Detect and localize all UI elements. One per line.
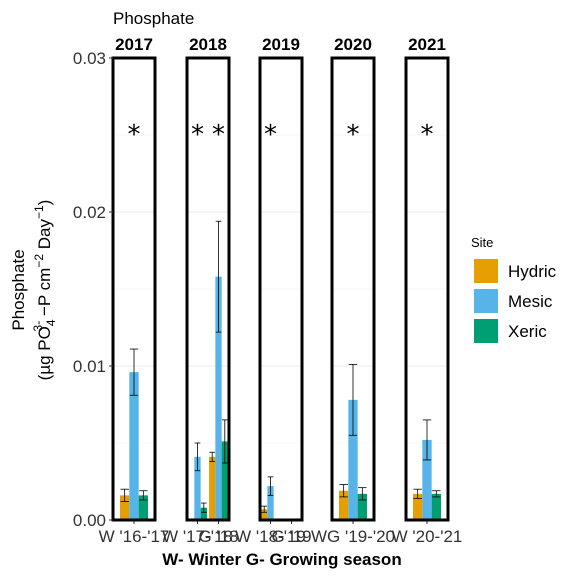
facet-label: 2018 [189, 35, 227, 54]
facet-label: 2020 [334, 35, 372, 54]
bar-mesic [422, 439, 432, 520]
y-tick-label: 0.02 [73, 203, 106, 222]
panel-border [258, 56, 304, 522]
y-tick-label: 0.03 [73, 49, 106, 68]
significance-marker: * [212, 120, 225, 150]
significance-marker: * [421, 120, 434, 150]
x-tick-label: W '16-'17 [99, 527, 170, 546]
legend-swatch-hydric [474, 259, 498, 283]
bar-xeric [138, 495, 148, 520]
bar-xeric [431, 493, 441, 520]
panel-border [404, 56, 450, 522]
x-tick-label: G '18 [198, 527, 238, 546]
ylabel-part-5: Day [35, 219, 54, 254]
ylabel-part-1: 4 [44, 319, 58, 326]
facet-panel-2020: 2020 WG '19-'20 * [311, 35, 395, 546]
legend-swatch-xeric [474, 319, 498, 343]
ylabel-part-4: −2 [32, 254, 46, 268]
legend-title: Site [471, 235, 493, 250]
facet-panel-2019: 2019 W '18-'19 * G '19 [235, 35, 311, 546]
bar-mesic [129, 372, 139, 520]
bar-mesic [348, 399, 358, 520]
ylabel-part-6: −1 [32, 205, 46, 219]
y-tick-label: 0.00 [73, 511, 106, 530]
x-tick-label: W '17-'18 [162, 527, 233, 546]
chart-title: Phosphate [113, 9, 194, 28]
bar-mesic [194, 456, 201, 520]
bar-hydric [413, 493, 423, 520]
ylabel-part-2: 3- [31, 321, 45, 332]
panel-border [330, 56, 376, 522]
bar-mesic [215, 276, 222, 520]
significance-marker: * [191, 120, 204, 150]
bar-hydric [120, 495, 130, 520]
facet-label: 2021 [408, 35, 446, 54]
x-tick-label: W '18-'19 [235, 527, 306, 546]
ylabel-part-7: ) [35, 200, 54, 206]
legend-swatch-mesic [474, 289, 498, 313]
significance-marker: * [347, 120, 360, 150]
facet-panel-2017: 2017 W '16-'17 * [99, 35, 170, 546]
bar-hydric [261, 509, 268, 520]
x-tick-label: WG '19-'20 [311, 527, 395, 546]
bar-hydric [209, 456, 216, 520]
y-axis: 0.00 0.01 0.02 0.03 [73, 49, 113, 530]
bar-xeric [221, 441, 228, 520]
facet-panel-2018: 2018 W '17-'18 * G '18 * [162, 35, 238, 546]
bar-xeric [200, 507, 207, 520]
significance-marker: * [264, 120, 277, 150]
bar-hydric [339, 490, 349, 520]
facet-panels: 2017 W '16-'17 * 2018 W '17-'18 * G '18 * 2019 W … [99, 35, 463, 546]
significance-marker: * [128, 120, 141, 150]
legend-label-mesic: Mesic [508, 292, 553, 311]
x-axis-title: W- Winter G- Growing season [162, 550, 401, 569]
ylabel-part-0: (µg PO [35, 326, 54, 380]
facet-label: 2019 [262, 35, 300, 54]
legend-label-xeric: Xeric [508, 322, 547, 341]
bar-mesic [267, 486, 274, 520]
panel-border [111, 56, 157, 522]
x-tick-label: W '20-'21 [392, 527, 463, 546]
ylabel-part-3: −P cm [35, 268, 54, 321]
x-tick-label: G '19 [271, 527, 311, 546]
facet-panel-2021: 2021 W '20-'21 * [392, 35, 463, 546]
legend-label-hydric: Hydric [508, 262, 557, 281]
y-axis-title-line1: Phosphate [9, 249, 28, 330]
panel-border [185, 56, 231, 522]
y-axis-title-line2: (µg PO43- −P cm−2 Day−1) [31, 200, 58, 381]
y-tick-label: 0.01 [73, 357, 106, 376]
bar-xeric [357, 493, 367, 520]
facet-label: 2017 [115, 35, 153, 54]
legend: Site Hydric Mesic Xeric [471, 235, 557, 343]
